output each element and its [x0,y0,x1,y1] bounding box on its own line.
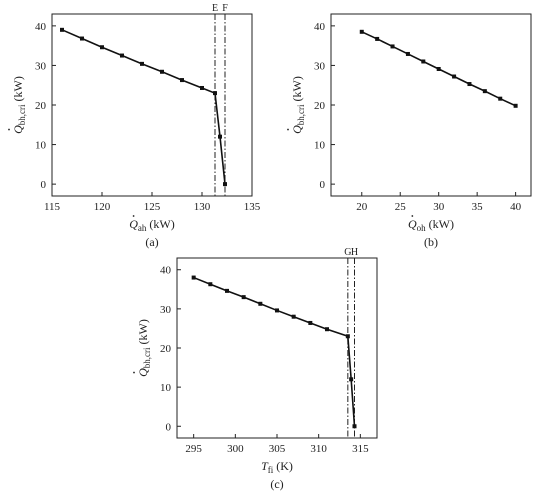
data-point [349,377,354,382]
data-point [345,334,350,339]
data-point [258,301,263,306]
panel-label: (b) [424,235,438,249]
y-label-overdot [287,128,289,131]
data-point [482,89,487,94]
y-axis-label: Qbh,cri (kW) [136,319,152,377]
y-tick-label: 10 [314,140,326,152]
x-tick-label: 135 [244,201,261,213]
plot-frame [176,257,378,439]
y-tick-label: 10 [160,382,172,394]
y-tick-label: 40 [314,21,326,33]
y-tick-label: 20 [160,343,172,355]
data-point [291,314,296,319]
data-point [160,69,164,74]
data-point [213,91,217,96]
data-point [452,74,457,79]
data-point [200,85,204,90]
y-tick-label: 10 [35,140,47,152]
x-label-overdot [132,215,135,217]
series-line [193,276,356,427]
x-axis-label: Qah (kW) [129,217,175,233]
chart-panel-b: 20 25 30 35 40 0 10 20 30 40 Qoh (kW) Qbh,cri (kW) (… [287,13,532,249]
data-point [60,27,64,32]
y-tick-label: 20 [35,100,47,112]
x-tick-label: 300 [227,443,244,455]
data-point [140,61,144,66]
x-tick-label: 310 [310,443,327,455]
data-point [223,182,227,187]
y-tick-label: 40 [160,265,172,277]
y-label-overdot [8,128,10,131]
x-label-overdot [411,215,414,217]
data-point [225,288,229,293]
x-tick-label: 305 [269,443,286,455]
vline-label: G [344,247,351,258]
x-axis-label: Qoh (kW) [408,217,454,233]
data-point [241,295,246,300]
vline-label: H [351,247,358,258]
data-point [359,29,364,34]
data-point [421,59,426,64]
data-point [275,308,279,313]
data-point [120,53,124,58]
x-tick-label: 130 [194,201,211,213]
y-tick-label: 30 [160,304,172,316]
x-tick-label: 295 [185,443,202,455]
vline-label: E [212,3,218,14]
plot-frame [330,13,532,197]
y-axis-label: Qbh,cri (kW) [290,76,306,134]
data-point [208,282,213,287]
data-point [498,96,503,101]
x-tick-label: 35 [472,201,484,213]
y-axis-label: Qbh,cri (kW) [11,76,27,134]
data-point [436,66,441,71]
y-tick-label: 20 [314,100,326,112]
series-line [61,29,226,185]
chart-panel-c: 295 300 305 310 315 0 10 20 30 40 G H Tfi (K) Qbh,cri… [133,247,378,491]
data-point [405,51,410,56]
y-tick-label: 0 [166,421,172,433]
y-label-overdot [133,371,135,374]
y-tick-label: 0 [320,179,326,191]
data-point [308,320,313,325]
y-tick-label: 0 [41,179,47,191]
x-axis-label: Tfi (K) [261,459,293,475]
data-point [80,36,84,41]
x-tick-label: 120 [94,201,111,213]
plot-frame [51,13,253,197]
panel-label: (a) [145,235,158,249]
x-tick-label: 25 [395,201,407,213]
data-point [352,424,357,429]
data-point [467,82,472,87]
y-tick-label: 30 [35,60,47,72]
x-tick-label: 315 [352,443,369,455]
data-point [191,275,196,280]
x-tick-label: 40 [510,201,522,213]
data-point [180,78,184,83]
data-point [218,134,222,139]
data-point [100,45,104,50]
x-tick-label: 125 [144,201,161,213]
data-point [325,327,329,332]
data-point [375,36,380,41]
x-tick-label: 30 [433,201,445,213]
x-tick-label: 115 [44,201,61,213]
data-point [513,103,518,108]
vline-label: F [222,3,228,14]
y-tick-label: 30 [314,60,326,72]
data-point [390,44,395,49]
chart-panel-a: 115 120 125 130 135 0 10 20 30 40 E F Qah (kW) Qbh,cr… [8,3,261,249]
x-tick-label: 20 [356,201,368,213]
y-tick-label: 40 [35,21,47,33]
panel-label: (c) [270,477,283,491]
